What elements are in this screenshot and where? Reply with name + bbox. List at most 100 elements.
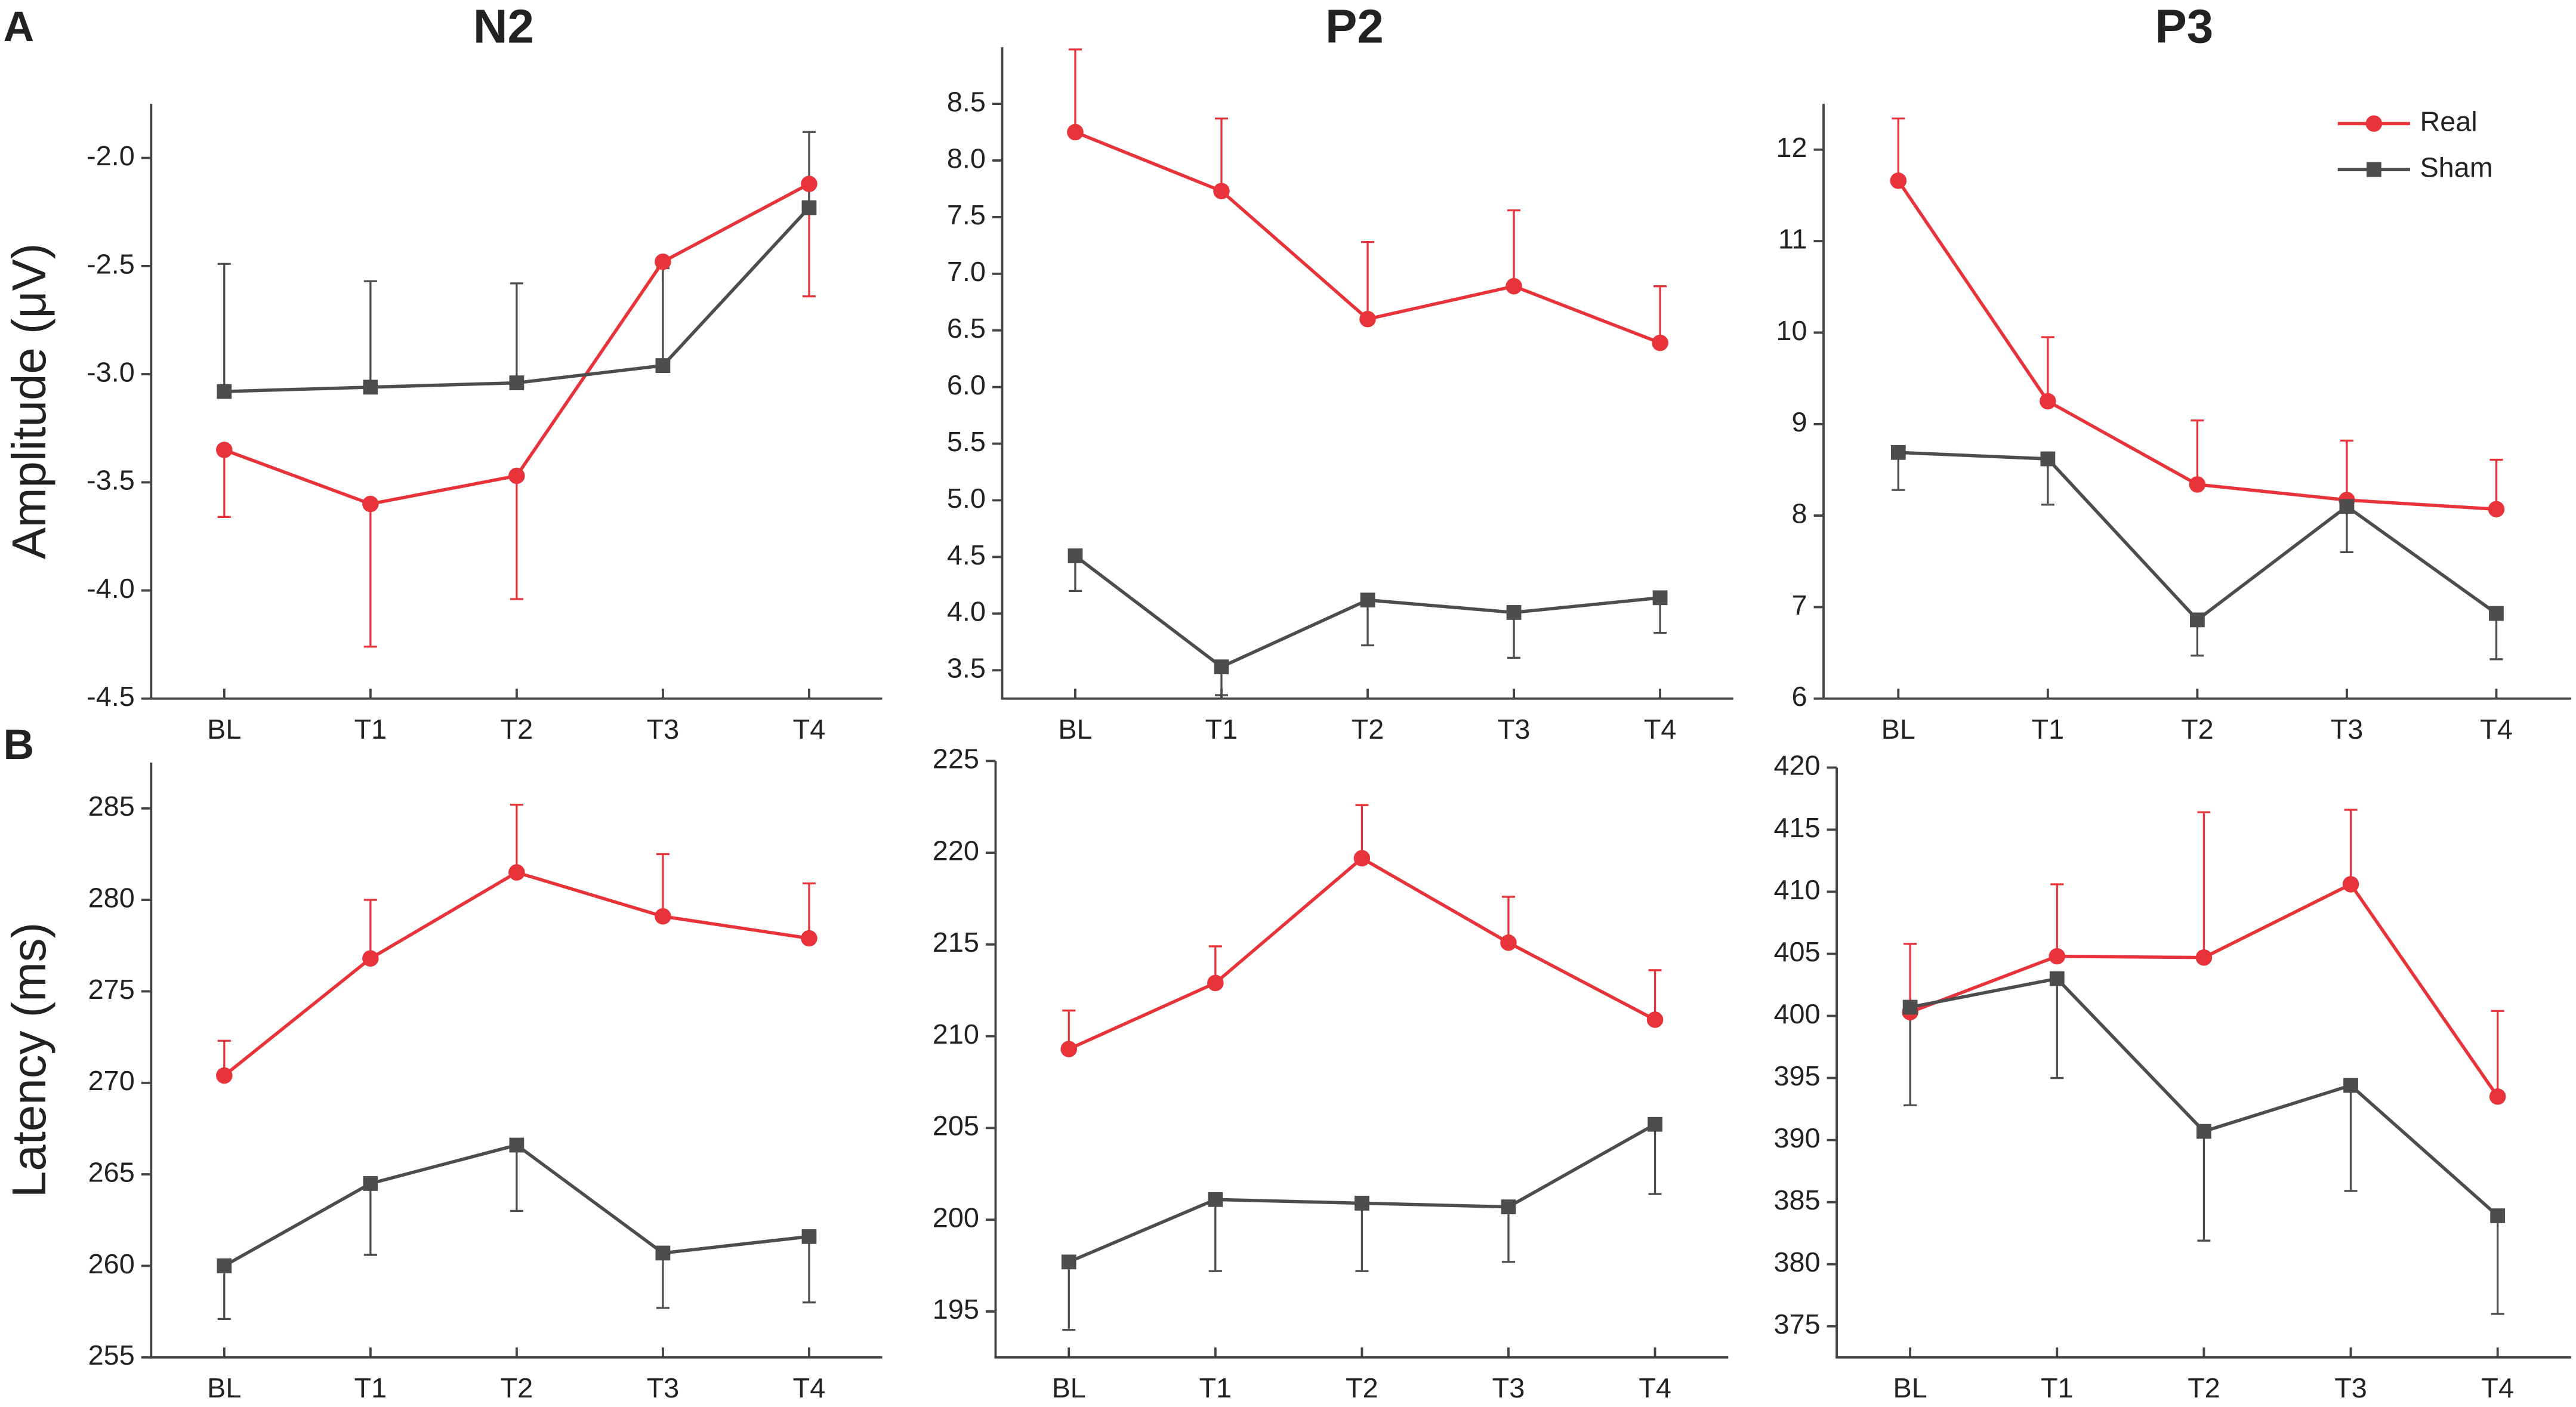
marker — [801, 175, 817, 192]
error-bar — [2340, 439, 2353, 501]
y-tick-label: 215 — [933, 927, 979, 958]
marker — [2196, 1124, 2211, 1139]
error-bar — [510, 282, 523, 383]
y-tick-label: 5.0 — [947, 483, 986, 514]
error-bar — [1355, 1203, 1369, 1272]
y-tick-label: 410 — [1773, 874, 1820, 905]
axis-line — [1001, 47, 1733, 700]
marker — [1353, 850, 1371, 867]
x-tick-label: T4 — [1644, 714, 1677, 745]
x-tick-label: T4 — [1639, 1372, 1671, 1403]
x-tick-label: BL — [207, 1372, 241, 1403]
marker — [1652, 590, 1668, 606]
y-tick-label: 390 — [1773, 1122, 1820, 1153]
marker — [216, 442, 233, 458]
marker — [1060, 1041, 1077, 1057]
error-bar — [656, 853, 670, 917]
marker — [1355, 1196, 1369, 1211]
x-tick-label: T3 — [647, 1372, 680, 1403]
y-tick-label: 195 — [933, 1294, 979, 1325]
marker — [2342, 876, 2359, 893]
panel-title: P3 — [2155, 0, 2214, 53]
marker — [1506, 277, 1522, 295]
x-tick-label: BL — [1052, 1372, 1086, 1403]
error-bar — [802, 131, 816, 208]
legend-label: Real — [2420, 106, 2477, 137]
x-tick-label: T4 — [2481, 1372, 2514, 1403]
marker — [1061, 1254, 1076, 1270]
x-tick-label: BL — [1058, 714, 1092, 745]
error-bar — [2344, 809, 2358, 884]
error-bar — [2197, 811, 2211, 958]
marker — [2040, 393, 2056, 410]
x-tick-label: T4 — [793, 714, 826, 745]
y-tick-label: -2.5 — [87, 248, 135, 279]
x-tick-label: T4 — [793, 1372, 826, 1403]
error-bar — [656, 267, 670, 366]
marker — [2490, 1208, 2506, 1223]
y-tick-label: 10 — [1776, 315, 1807, 346]
marker — [1359, 310, 1376, 328]
marker — [362, 495, 379, 513]
y-tick-label: 5.5 — [947, 426, 986, 457]
legend-marker — [2366, 162, 2381, 177]
marker — [1214, 659, 1229, 674]
x-tick-label: T3 — [2334, 1372, 2367, 1403]
error-bar — [2340, 506, 2353, 554]
x-tick-label: T3 — [1492, 1372, 1525, 1403]
error-bar — [1361, 240, 1375, 319]
marker — [1506, 605, 1522, 620]
marker — [509, 375, 525, 390]
error-bar — [1653, 285, 1667, 343]
y-tick-label: 7.0 — [947, 256, 986, 287]
panel-letter: A — [4, 3, 35, 51]
y-tick-label: -4.0 — [87, 573, 135, 604]
y-tick-label: 380 — [1773, 1246, 1820, 1278]
marker — [1213, 183, 1230, 199]
marker — [508, 467, 525, 485]
y-tick-label: 395 — [1773, 1060, 1820, 1091]
x-tick-label: T1 — [354, 1372, 387, 1403]
y-tick-label: 8.5 — [947, 86, 986, 117]
error-bar — [2050, 883, 2064, 956]
error-bar — [1892, 117, 1905, 181]
marker — [1902, 999, 1918, 1015]
y-tick-label: 270 — [88, 1065, 135, 1096]
error-bar — [656, 1252, 670, 1309]
error-bar — [2050, 979, 2064, 1079]
error-bar — [2041, 336, 2054, 402]
error-bar — [2344, 1085, 2358, 1192]
marker — [1648, 1116, 1662, 1132]
marker — [655, 1245, 671, 1261]
y-tick-label: -3.0 — [87, 356, 135, 387]
axis-line — [150, 104, 883, 700]
axis-line — [994, 761, 1729, 1359]
y-tick-label: 205 — [933, 1110, 979, 1141]
error-bar — [217, 449, 231, 518]
marker — [2489, 606, 2504, 621]
y-tick-label: 200 — [933, 1202, 979, 1233]
y-tick-label: 210 — [933, 1019, 979, 1050]
marker — [1652, 334, 1668, 351]
y-tick-label: 405 — [1773, 936, 1820, 967]
marker — [2339, 499, 2355, 514]
x-tick-label: T2 — [2181, 714, 2214, 745]
y-tick-label: -4.5 — [87, 681, 135, 712]
y-tick-label: 4.5 — [947, 539, 986, 570]
y-tick-label: 4.0 — [947, 596, 986, 627]
error-bar — [1507, 209, 1521, 286]
y-tick-label: 7 — [1791, 590, 1807, 621]
marker — [1500, 934, 1517, 951]
error-bar — [363, 899, 377, 959]
marker — [363, 1176, 378, 1191]
error-bar — [2489, 613, 2503, 661]
error-bar — [1214, 118, 1229, 192]
y-tick-label: 225 — [933, 743, 979, 775]
error-bar — [2489, 458, 2503, 510]
marker — [655, 908, 671, 925]
marker — [2040, 451, 2056, 467]
marker — [2489, 1088, 2506, 1105]
marker — [801, 200, 817, 215]
error-bar — [217, 1266, 231, 1320]
error-bar — [510, 1145, 523, 1212]
